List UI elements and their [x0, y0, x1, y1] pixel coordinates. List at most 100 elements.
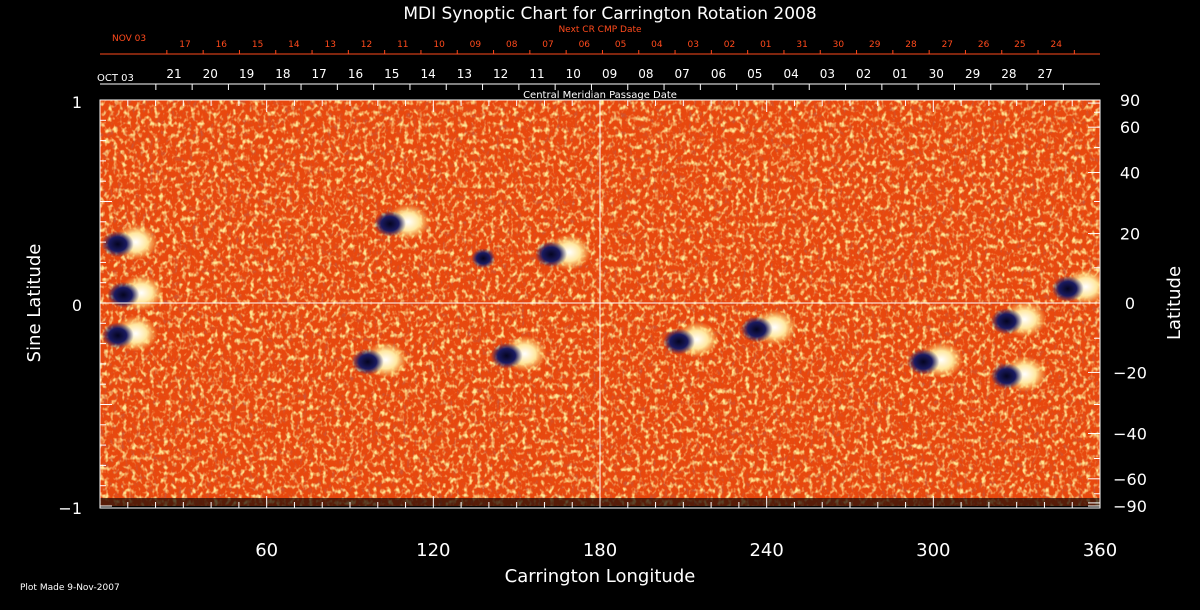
- cmp-date: 27: [1038, 67, 1053, 81]
- next-cr-date: 01: [760, 40, 771, 50]
- cmp-date: 15: [384, 67, 399, 81]
- cmp-date: 19: [239, 67, 254, 81]
- next-cr-label: Next CR CMP Date: [558, 25, 642, 35]
- left-axis-ticks: [100, 99, 112, 507]
- next-cr-date: 05: [615, 40, 626, 50]
- bottom-tick-label: 240: [749, 540, 783, 561]
- negative-region: [351, 348, 384, 375]
- negative-region: [990, 363, 1023, 390]
- x-axis-label: Carrington Longitude: [505, 566, 696, 587]
- right-tick-label: 20: [1120, 225, 1140, 244]
- right-axis-ticks: [1088, 99, 1100, 507]
- cmp-date: 30: [929, 67, 944, 81]
- cmp-date: 29: [965, 67, 980, 81]
- negative-region: [374, 210, 406, 237]
- next-cr-date: 13: [324, 40, 335, 50]
- negative-region: [101, 322, 134, 349]
- cmp-date: 05: [747, 67, 762, 81]
- right-tick-label: 40: [1120, 164, 1140, 183]
- next-cr-date: 16: [216, 40, 228, 50]
- cmp-date: 18: [275, 67, 290, 81]
- left-tick-minus1: −1: [58, 499, 82, 518]
- cmp-date: 09: [602, 67, 617, 81]
- bottom-tick-label: 60: [255, 540, 278, 561]
- next-cr-date-labels: 17 16 15 14 13 12 11 10 09 08 07 06 05 04 03 02 01 31 30 29…: [179, 40, 1062, 50]
- active-regions: [101, 203, 1100, 393]
- bottom-tick-label: 360: [1083, 540, 1117, 561]
- right-tick-label: 60: [1120, 118, 1140, 137]
- left-tick-1: 1: [72, 93, 82, 112]
- next-cr-date: 07: [542, 40, 553, 50]
- next-cr-date: 14: [288, 40, 300, 50]
- right-tick-label: 90: [1120, 91, 1140, 110]
- negative-region: [471, 248, 496, 269]
- cmp-date: 13: [457, 67, 472, 81]
- negative-region: [535, 241, 568, 268]
- next-cr-date: 03: [687, 40, 698, 50]
- next-cr-date: 29: [869, 40, 881, 50]
- bottom-axis-labels: 60 120 180 240 300 360: [255, 540, 1117, 561]
- negative-region: [740, 316, 773, 343]
- plot-made-footer: Plot Made 9-Nov-2007: [20, 583, 120, 593]
- cmp-date: 03: [820, 67, 835, 81]
- right-tick-label: −90: [1113, 497, 1147, 516]
- bottom-tick-label: 120: [416, 540, 450, 561]
- right-tick-label: −60: [1113, 470, 1147, 489]
- next-cr-date: 10: [433, 40, 445, 50]
- next-cr-date: 27: [942, 40, 953, 50]
- bottom-tick-label: 180: [583, 540, 617, 561]
- right-tick-label: −20: [1113, 363, 1147, 382]
- cmp-date: 28: [1001, 67, 1016, 81]
- cmp-date: 16: [348, 67, 363, 81]
- cmp-date: 21: [166, 67, 181, 81]
- next-cr-start: NOV 03: [112, 34, 146, 44]
- left-tick-0: 0: [72, 296, 82, 315]
- cmp-date: 11: [529, 67, 544, 81]
- cmp-date: 08: [638, 67, 653, 81]
- cmp-ticks: [155, 84, 1064, 90]
- next-cr-date: 12: [361, 40, 372, 50]
- cmp-label: Central Meridian Passage Date: [523, 90, 677, 101]
- cmp-date: 20: [203, 67, 218, 81]
- next-cr-date: 24: [1050, 40, 1062, 50]
- next-cr-date: 04: [651, 40, 663, 50]
- right-axis-label: Latitude: [1164, 266, 1185, 340]
- negative-region: [107, 281, 140, 308]
- next-cr-date: 15: [252, 40, 263, 50]
- next-cr-date: 30: [833, 40, 845, 50]
- next-cr-date: 02: [724, 40, 735, 50]
- next-cr-date: 31: [796, 40, 807, 50]
- next-cr-date: 09: [470, 40, 482, 50]
- negative-region: [1051, 275, 1084, 302]
- right-tick-label: 0: [1125, 294, 1135, 313]
- cmp-date: 12: [493, 67, 508, 81]
- next-cr-date: 08: [506, 40, 518, 50]
- negative-region: [907, 348, 940, 375]
- negative-region: [990, 308, 1023, 335]
- next-cr-date: 11: [397, 40, 408, 50]
- next-cr-date: 06: [579, 40, 591, 50]
- cmp-date-labels: 21 20 19 18 17 16 15 14 13 12 11 10 09 08 07 06 05 04 03 02…: [166, 67, 1052, 81]
- negative-region: [101, 231, 134, 258]
- cmp-date: 06: [711, 67, 726, 81]
- negative-region: [662, 328, 695, 355]
- cmp-date: 10: [566, 67, 581, 81]
- right-tick-label: −40: [1113, 424, 1147, 443]
- cmp-date: 04: [783, 67, 798, 81]
- next-cr-date: 26: [978, 40, 990, 50]
- bottom-axis-ticks: [99, 100, 1101, 508]
- left-axis-label: Sine Latitude: [24, 244, 45, 363]
- bottom-tick-label: 300: [916, 540, 950, 561]
- cmp-date: 01: [892, 67, 907, 81]
- next-cr-date: 25: [1014, 40, 1025, 50]
- negative-region: [490, 342, 523, 369]
- next-cr-date: 17: [179, 40, 190, 50]
- right-axis-labels: 90 60 40 20 0 −20 −40 −60 −90: [1113, 91, 1147, 516]
- cmp-start: OCT 03: [97, 73, 134, 84]
- next-cr-date: 28: [905, 40, 917, 50]
- cmp-date: 14: [420, 67, 435, 81]
- cmp-date: 17: [312, 67, 327, 81]
- cmp-date: 07: [675, 67, 690, 81]
- cmp-date: 02: [856, 67, 871, 81]
